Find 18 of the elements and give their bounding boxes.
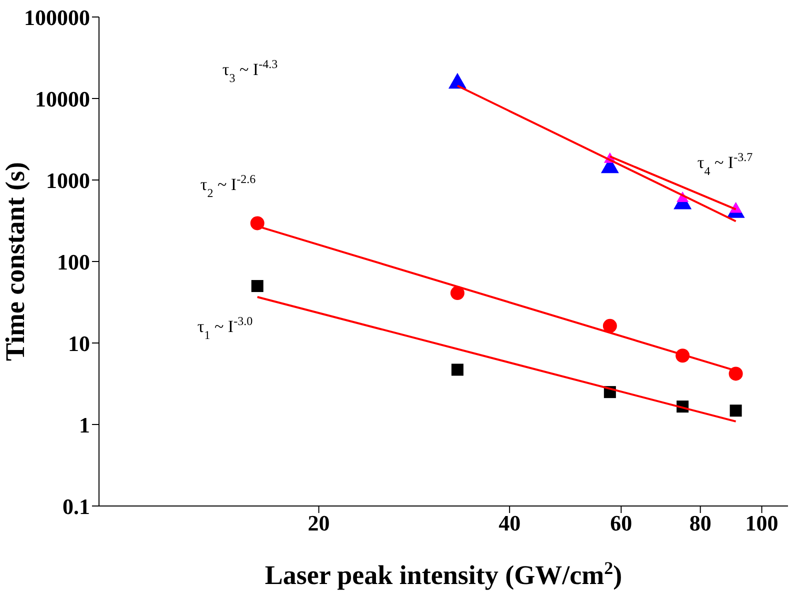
y-tick-label: 0.1	[62, 494, 90, 519]
x-tick-label: 80	[689, 510, 712, 536]
x-tick-label: 20	[308, 510, 330, 536]
y-tick-label: 10	[68, 330, 90, 356]
y-axis-title: Time constant (s)	[0, 162, 30, 361]
y-tick-label: 100	[57, 249, 90, 274]
y-tick-label: 1	[79, 412, 90, 438]
x-tick-label: 40	[498, 510, 521, 536]
annotation: τ$_{2}$ ~ I$^{-2.6}$	[200, 172, 256, 200]
y-tick-label: 1000	[46, 168, 90, 193]
annotation: τ$_{3}$ ~ I$^{-4.3}$	[222, 57, 278, 85]
y-tick-label: 100000	[24, 4, 90, 30]
y-tick-label: 10000	[35, 86, 90, 112]
x-tick-label: 100	[745, 510, 778, 536]
x-tick-label: 60	[610, 510, 632, 536]
x-axis-title: Laser peak intensity (GW/cm$^{2}$)	[264, 558, 622, 590]
annotation: τ$_{1}$ ~ I$^{-3.0}$	[197, 314, 253, 342]
annotation: τ$_{4}$ ~ I$^{-3.7}$	[697, 150, 753, 178]
